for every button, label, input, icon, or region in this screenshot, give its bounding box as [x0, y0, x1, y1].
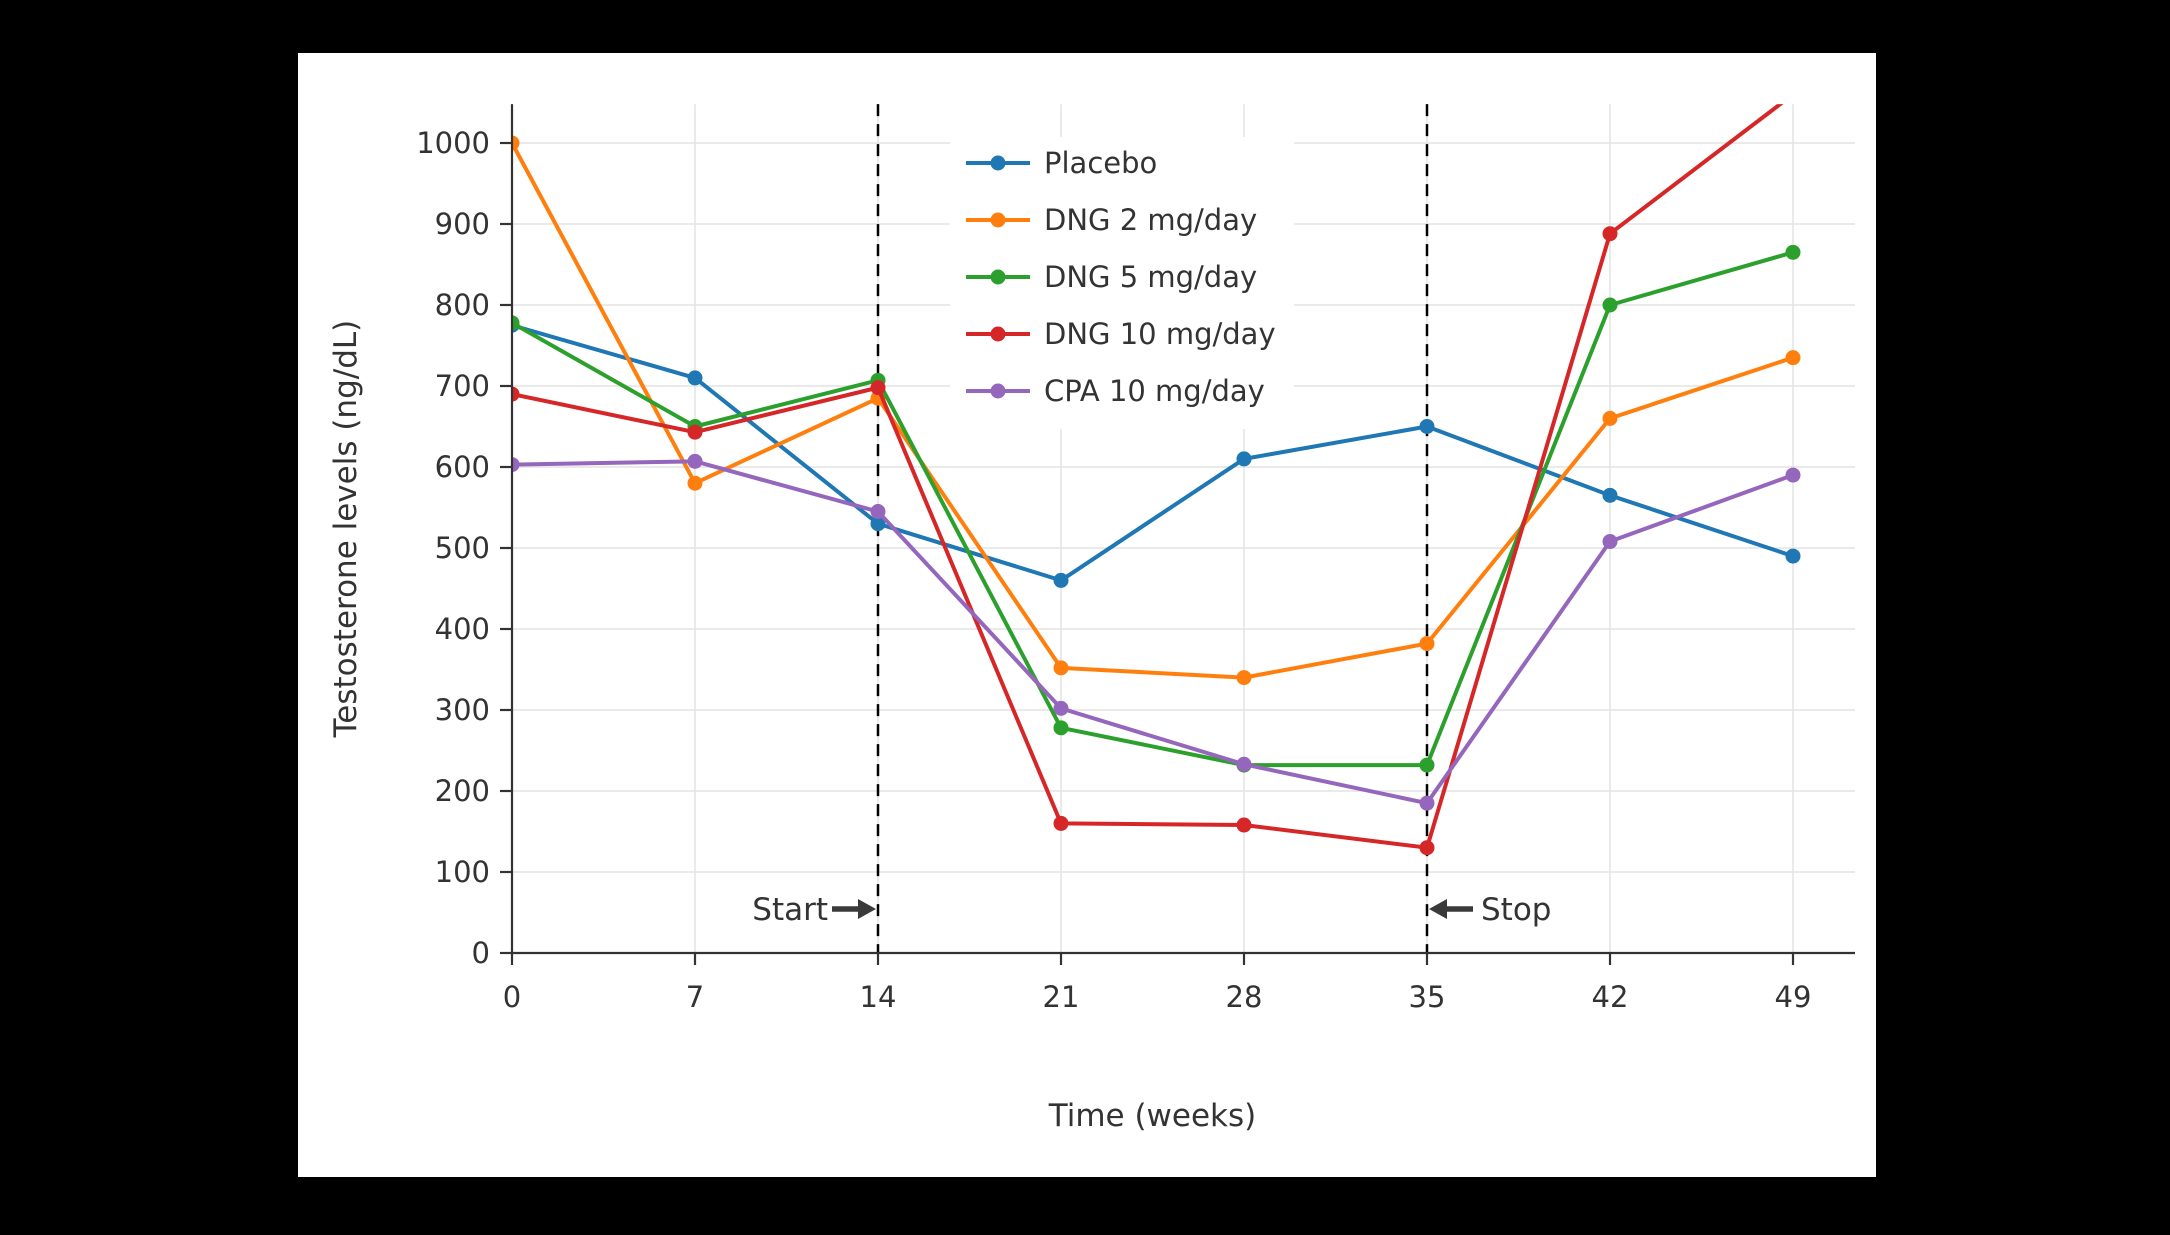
data-point — [687, 424, 703, 440]
data-point — [687, 370, 703, 386]
x-tick-label: 35 — [1409, 980, 1446, 1014]
annotation-label: Stop — [1481, 892, 1551, 928]
data-point — [1785, 350, 1801, 366]
legend-marker — [990, 269, 1006, 285]
legend-item-cpa-10-mg-day: CPA 10 mg/day — [966, 374, 1265, 408]
data-point — [1053, 572, 1069, 588]
y-tick-label: 700 — [435, 369, 490, 403]
legend-label: DNG 10 mg/day — [1044, 317, 1276, 351]
data-point — [1053, 720, 1069, 736]
y-tick-label: 100 — [435, 855, 490, 889]
x-tick-label: 14 — [860, 980, 897, 1014]
y-tick-label: 500 — [435, 531, 490, 565]
data-point — [1419, 636, 1435, 652]
series-markers-dng-2-mg-day — [512, 135, 1801, 686]
data-point — [1053, 660, 1069, 676]
legend-marker — [990, 326, 1006, 342]
annotation-label: Start — [752, 892, 828, 928]
data-point — [1786, 87, 1801, 102]
data-point — [1419, 757, 1435, 773]
legend-item-dng-10-mg-day: DNG 10 mg/day — [966, 317, 1276, 351]
tick-labels: 0 7 14 21 28 35 42 49 0 100 200 300 400 500 600 700 800 9… — [416, 126, 1811, 1014]
legend-label: CPA 10 mg/day — [1044, 374, 1265, 408]
data-point — [1785, 244, 1801, 260]
series-line-cpa-10-mg-day — [512, 459, 1795, 806]
data-point — [1785, 467, 1801, 483]
data-point — [1602, 534, 1618, 550]
axes — [500, 104, 1855, 965]
data-point — [512, 315, 520, 331]
data-point — [870, 504, 886, 520]
data-point — [1785, 548, 1801, 564]
data-point — [1053, 700, 1069, 716]
data-point — [512, 135, 520, 151]
x-tick-label: 49 — [1775, 980, 1812, 1014]
chart-card: 0 7 14 21 28 35 42 49 0 100 200 300 400 500 600 700 800 9… — [298, 53, 1876, 1177]
y-tick-label: 1000 — [416, 126, 490, 160]
y-tick-label: 200 — [435, 774, 490, 808]
annotation-start: Start — [752, 892, 876, 928]
y-axis-title: Testosterone levels (ng/dL) — [328, 320, 364, 739]
legend-item-dng-2-mg-day: DNG 2 mg/day — [966, 203, 1257, 237]
data-point — [1236, 817, 1252, 833]
series-line-placebo — [512, 323, 1795, 583]
data-point — [1236, 670, 1252, 686]
series-line-dng-10-mg-day — [512, 104, 1784, 850]
data-point — [870, 380, 886, 396]
data-point — [1419, 840, 1435, 856]
legend-marker — [990, 155, 1006, 171]
legend-marker — [990, 383, 1006, 399]
annotation-stop: Stop — [1429, 892, 1551, 928]
series-markers-cpa-10-mg-day — [512, 453, 1801, 811]
legend: Placebo DNG 2 mg/day DNG 5 mg/day DNG 10 mg… — [950, 137, 1294, 429]
data-point — [512, 386, 520, 402]
data-point — [1419, 419, 1435, 434]
y-tick-label: 0 — [472, 936, 490, 970]
x-axis-title: Time (weeks) — [1048, 1098, 1257, 1134]
y-tick-label: 800 — [435, 288, 490, 322]
testosterone-line-chart: 0 7 14 21 28 35 42 49 0 100 200 300 400 500 600 700 800 9… — [328, 87, 1855, 1134]
data-point — [512, 457, 520, 473]
series — [512, 87, 1801, 856]
data-point — [1602, 410, 1618, 426]
legend-background — [950, 137, 1294, 429]
y-tick-label: 300 — [435, 693, 490, 727]
data-point — [870, 516, 886, 532]
series-markers-dng-10-mg-day — [512, 87, 1801, 856]
data-point — [1602, 487, 1618, 503]
legend-item-dng-5-mg-day: DNG 5 mg/day — [966, 260, 1257, 294]
x-tick-label: 28 — [1226, 980, 1263, 1014]
x-tick-label: 42 — [1592, 980, 1629, 1014]
legend-label: Placebo — [1044, 146, 1157, 180]
legend-item-placebo: Placebo — [966, 146, 1157, 180]
legend-marker — [990, 212, 1006, 228]
y-tick-label: 900 — [435, 207, 490, 241]
y-tick-label: 600 — [435, 450, 490, 484]
y-tick-label: 400 — [435, 612, 490, 646]
data-point — [1602, 297, 1618, 313]
left-arrow-icon — [1429, 899, 1447, 919]
data-point — [1236, 756, 1252, 772]
x-tick-label: 7 — [686, 980, 704, 1014]
x-tick-label: 21 — [1043, 980, 1080, 1014]
data-point — [687, 475, 703, 491]
series-line-dng-5-mg-day — [512, 250, 1795, 768]
data-point — [1053, 815, 1069, 831]
right-arrow-icon — [858, 899, 876, 919]
data-point — [1236, 451, 1252, 467]
data-point — [687, 453, 703, 469]
x-tick-label: 0 — [503, 980, 521, 1014]
data-point — [1419, 795, 1435, 811]
data-point — [1602, 226, 1618, 242]
legend-label: DNG 5 mg/day — [1044, 260, 1257, 294]
legend-label: DNG 2 mg/day — [1044, 203, 1257, 237]
